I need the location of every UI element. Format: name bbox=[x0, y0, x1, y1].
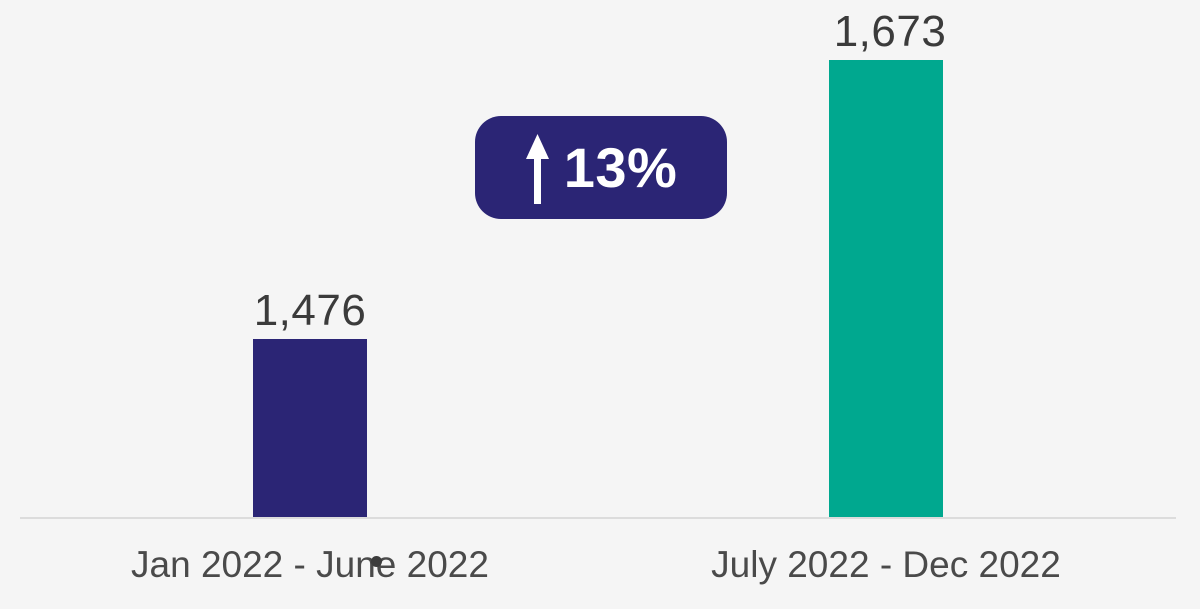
category-label-july-dec: July 2022 - Dec 2022 bbox=[711, 544, 1061, 585]
x-axis-line bbox=[20, 517, 1176, 519]
value-label-jan-june: 1,476 bbox=[253, 285, 367, 335]
percent-change-badge: 13% bbox=[475, 116, 727, 219]
value-label-july-dec: 1,673 bbox=[833, 6, 947, 56]
up-arrow-icon bbox=[525, 133, 550, 204]
percent-change-value: 13% bbox=[563, 136, 678, 199]
speck-artifact bbox=[371, 556, 382, 567]
category-label-jan-june: Jan 2022 - June 2022 bbox=[131, 544, 489, 585]
bar-july-dec-2022[interactable] bbox=[829, 60, 943, 517]
bar-jan-june-2022[interactable] bbox=[253, 339, 367, 517]
